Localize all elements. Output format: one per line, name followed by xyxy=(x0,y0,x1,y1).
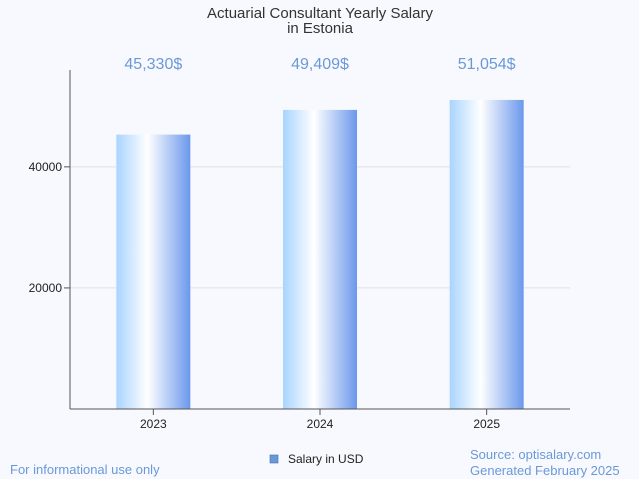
legend-swatch xyxy=(269,454,279,464)
generated-date: Generated February 2025 xyxy=(470,463,620,478)
legend-label: Salary in USD xyxy=(288,452,364,466)
x-tick-label-2024: 2024 xyxy=(307,417,334,431)
value-label-2025: 51,054$ xyxy=(458,56,516,73)
bar-2024 xyxy=(283,109,357,410)
bar-2023 xyxy=(116,134,191,409)
source-block: Source: optisalary.com Generated Februar… xyxy=(470,447,620,479)
bar-2025 xyxy=(449,99,524,409)
y-tick-label: 40000 xyxy=(29,160,63,174)
y-tick-label: 20000 xyxy=(29,281,63,295)
value-label-2023: 45,330$ xyxy=(124,56,182,73)
value-label-2024: 49,409$ xyxy=(291,56,349,73)
source-text: Source: optisalary.com xyxy=(470,447,602,462)
chart-title-line-1: Actuarial Consultant Yearly Salary xyxy=(207,5,433,22)
chart-title-line-2: in Estonia xyxy=(287,20,354,37)
x-tick-label-2025: 2025 xyxy=(473,417,500,431)
disclaimer-text: For informational use only xyxy=(10,462,160,477)
x-tick-label-2023: 2023 xyxy=(140,417,167,431)
chart-legend: Salary in USD xyxy=(269,452,364,466)
